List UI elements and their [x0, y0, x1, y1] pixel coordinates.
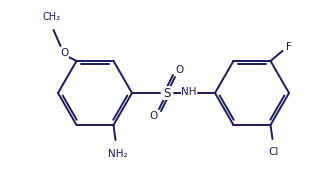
- Text: O: O: [150, 111, 158, 121]
- Text: S: S: [163, 87, 171, 100]
- Text: F: F: [286, 42, 291, 52]
- Text: Cl: Cl: [268, 147, 279, 157]
- Text: NH₂: NH₂: [108, 149, 127, 159]
- Text: O: O: [176, 65, 184, 75]
- Text: NH: NH: [181, 87, 197, 97]
- Text: CH₃: CH₃: [42, 12, 61, 22]
- Text: O: O: [60, 48, 69, 58]
